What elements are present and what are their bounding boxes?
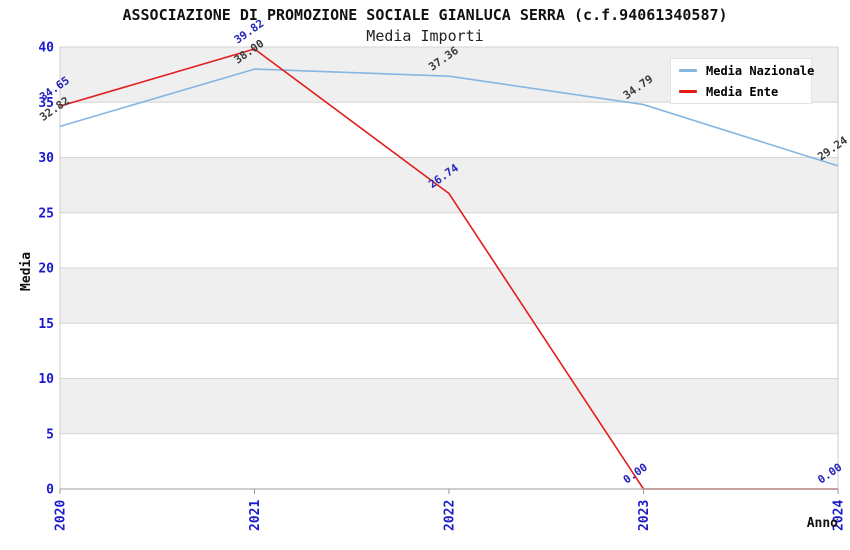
y-tick-label: 40: [38, 41, 54, 56]
chart-title: ASSOCIAZIONE DI PROMOZIONE SOCIALE GIANL…: [122, 6, 728, 24]
x-tick-label: 2024: [832, 500, 847, 531]
legend-label: Media Ente: [706, 84, 779, 99]
legend-item-media-ente: Media Ente: [679, 85, 803, 99]
data-label: 0.00: [621, 461, 650, 487]
legend-label: Media Nazionale: [706, 63, 815, 78]
grid-band: [60, 268, 838, 324]
legend-line-icon-ente: [679, 90, 697, 93]
x-tick-label: 2023: [637, 500, 652, 531]
grid-band: [60, 157, 838, 213]
y-tick-label: 30: [38, 151, 54, 166]
legend-line-icon-nazionale: [679, 69, 697, 72]
y-tick-label: 35: [38, 96, 54, 111]
y-tick-label: 15: [38, 317, 54, 332]
x-axis-title: Anno: [807, 516, 838, 531]
x-tick-label: 2021: [248, 500, 263, 531]
y-tick-label: 5: [46, 427, 54, 442]
y-tick-label: 25: [38, 206, 54, 221]
chart-legend: Media Nazionale Media Ente: [670, 58, 814, 104]
legend-item-media-nazionale: Media Nazionale: [679, 64, 814, 78]
y-tick-label: 20: [38, 262, 54, 277]
series-line-media-nazionale: [59, 68, 839, 167]
y-axis-title: Media: [19, 252, 34, 291]
grid-band: [60, 378, 838, 434]
x-tick-label: 2022: [443, 500, 458, 531]
data-label: 0.00: [815, 461, 844, 487]
y-tick-label: 10: [38, 372, 54, 387]
chart-subtitle: Media Importi: [366, 27, 484, 45]
y-tick-label: 0: [46, 483, 54, 498]
x-tick-label: 2020: [54, 500, 69, 531]
